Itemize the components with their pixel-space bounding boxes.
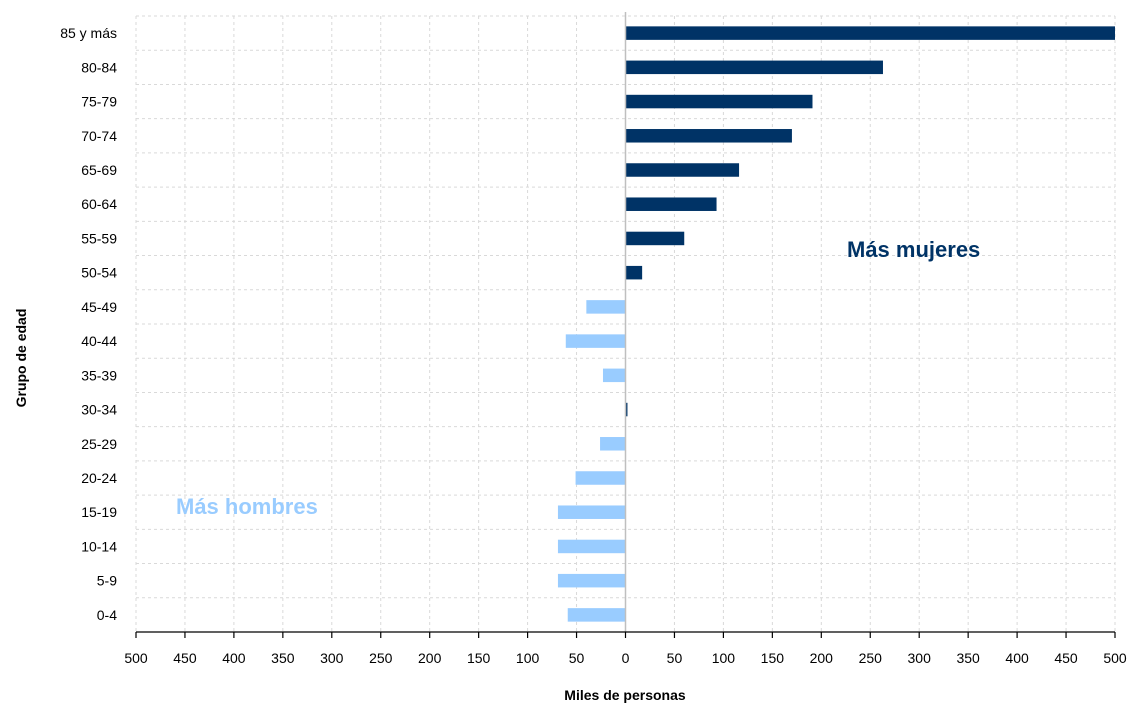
- y-tick-label: 55-59: [81, 230, 117, 246]
- gridlines: [135, 15, 1116, 633]
- y-axis-label: Grupo de edad: [13, 309, 29, 408]
- y-tick-label: 20-24: [81, 470, 117, 486]
- bar-40-44: [565, 334, 626, 348]
- axes: 85 y más 80-84 75-79 70-74 65-69 60-64 55-59 50…: [60, 12, 1127, 666]
- x-tick-label: 300: [908, 650, 932, 666]
- x-tick-label: 100: [516, 650, 540, 666]
- x-tick-label: 500: [124, 650, 148, 666]
- x-tick-label: 400: [1005, 650, 1029, 666]
- x-axis-label: Miles de personas: [564, 687, 686, 703]
- bar-60-64: [625, 197, 717, 211]
- y-tick-label: 30-34: [81, 402, 117, 418]
- x-tick-label: 250: [859, 650, 883, 666]
- y-tick-label: 15-19: [81, 504, 117, 520]
- bar-30-34: [625, 402, 628, 417]
- y-tick-label: 45-49: [81, 299, 117, 315]
- x-tick-label: 150: [467, 650, 491, 666]
- y-tick-label: 65-69: [81, 162, 117, 178]
- y-tick-label: 10-14: [81, 538, 117, 554]
- bar-25-29: [600, 437, 626, 451]
- x-tick-label: 250: [369, 650, 393, 666]
- bar-15-19: [557, 505, 626, 519]
- bar-85-y-más: [625, 26, 1115, 40]
- x-tick-label: 150: [761, 650, 785, 666]
- bar-5-9: [557, 573, 626, 588]
- x-tick-label: 450: [1054, 650, 1078, 666]
- y-tick-label: 0-4: [97, 607, 117, 623]
- y-tick-label: 80-84: [81, 59, 117, 75]
- y-tick-label: 70-74: [81, 128, 117, 144]
- bar-45-49: [586, 300, 626, 314]
- bar-70-74: [625, 129, 792, 143]
- bar-80-84: [625, 60, 883, 75]
- labels: Grupo de edad Miles de personas Más muje…: [13, 237, 980, 703]
- annotation-more-women: Más mujeres: [847, 237, 980, 262]
- bar-65-69: [625, 163, 740, 177]
- x-tick-label: 100: [712, 650, 736, 666]
- y-tick-label: 25-29: [81, 436, 117, 452]
- x-tick-label: 350: [271, 650, 295, 666]
- y-tick-label: 5-9: [97, 573, 117, 589]
- y-tick-label: 40-44: [81, 333, 117, 349]
- bar-75-79: [625, 94, 813, 109]
- x-tick-label: 200: [810, 650, 834, 666]
- y-tick-label: 75-79: [81, 94, 117, 110]
- x-tick-label: 500: [1103, 650, 1127, 666]
- x-tick-label: 300: [320, 650, 344, 666]
- bar-10-14: [557, 539, 626, 554]
- annotation-more-men: Más hombres: [176, 494, 318, 519]
- y-tick-label: 35-39: [81, 367, 117, 383]
- x-tick-label: 450: [173, 650, 197, 666]
- x-tick-label: 0: [622, 650, 630, 666]
- x-tick-label: 400: [222, 650, 246, 666]
- bar-50-54: [625, 265, 643, 280]
- y-tick-label: 50-54: [81, 265, 117, 281]
- x-tick-label: 350: [956, 650, 980, 666]
- bars: [557, 26, 1115, 622]
- y-tick-label: 85 y más: [60, 25, 117, 41]
- x-tick-label: 200: [418, 650, 442, 666]
- x-tick-label: 50: [667, 650, 683, 666]
- bar-0-4: [567, 608, 626, 622]
- bar-55-59: [625, 231, 685, 246]
- bar-35-39: [602, 368, 626, 383]
- bar-20-24: [575, 471, 626, 485]
- y-tick-label: 60-64: [81, 196, 117, 212]
- x-tick-label: 50: [569, 650, 585, 666]
